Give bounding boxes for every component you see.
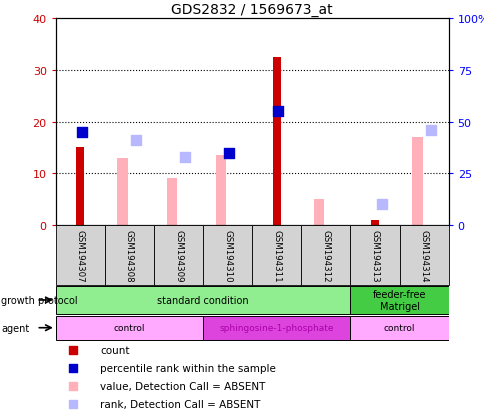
Title: GDS2832 / 1569673_at: GDS2832 / 1569673_at <box>171 2 333 17</box>
Text: GSM194307: GSM194307 <box>76 229 85 282</box>
Bar <box>252 225 301 285</box>
Point <box>322 292 330 298</box>
Bar <box>105 225 153 285</box>
Bar <box>215 156 226 225</box>
Bar <box>370 221 378 225</box>
Text: GSM194308: GSM194308 <box>125 229 134 282</box>
Bar <box>272 58 280 225</box>
Text: GSM194314: GSM194314 <box>419 229 428 282</box>
Point <box>322 127 330 134</box>
Point <box>225 150 232 157</box>
Text: control: control <box>383 323 414 332</box>
Text: GSM194313: GSM194313 <box>370 229 378 282</box>
Text: value, Detection Call = ABSENT: value, Detection Call = ABSENT <box>100 381 265 391</box>
Text: GSM194309: GSM194309 <box>174 229 182 282</box>
Point <box>181 154 189 161</box>
Point <box>273 109 281 115</box>
Bar <box>154 225 203 285</box>
Bar <box>56 225 105 285</box>
Text: count: count <box>100 345 129 355</box>
Text: percentile rank within the sample: percentile rank within the sample <box>100 363 275 373</box>
Bar <box>166 179 177 225</box>
Bar <box>349 225 399 285</box>
Text: GSM194311: GSM194311 <box>272 229 281 282</box>
Point <box>377 202 385 208</box>
Text: GSM194312: GSM194312 <box>321 229 330 282</box>
Bar <box>411 138 422 225</box>
Bar <box>117 159 128 225</box>
Bar <box>56 286 349 314</box>
Text: standard condition: standard condition <box>157 295 248 305</box>
Point <box>77 129 85 136</box>
Text: rank, Detection Call = ABSENT: rank, Detection Call = ABSENT <box>100 399 260 409</box>
Bar <box>76 148 84 225</box>
Bar <box>56 316 203 340</box>
Text: GSM194310: GSM194310 <box>223 229 232 282</box>
Bar <box>399 225 448 285</box>
Bar <box>349 316 448 340</box>
Bar <box>349 286 448 314</box>
Text: feeder-free
Matrigel: feeder-free Matrigel <box>372 290 425 311</box>
Bar <box>301 225 349 285</box>
Bar <box>203 316 349 340</box>
Text: growth protocol: growth protocol <box>1 295 77 305</box>
Text: agent: agent <box>1 323 29 333</box>
Text: sphingosine-1-phosphate: sphingosine-1-phosphate <box>219 323 333 332</box>
Bar <box>203 225 252 285</box>
Point <box>426 127 434 134</box>
Bar <box>313 200 324 225</box>
Text: control: control <box>113 323 145 332</box>
Point <box>132 138 140 144</box>
